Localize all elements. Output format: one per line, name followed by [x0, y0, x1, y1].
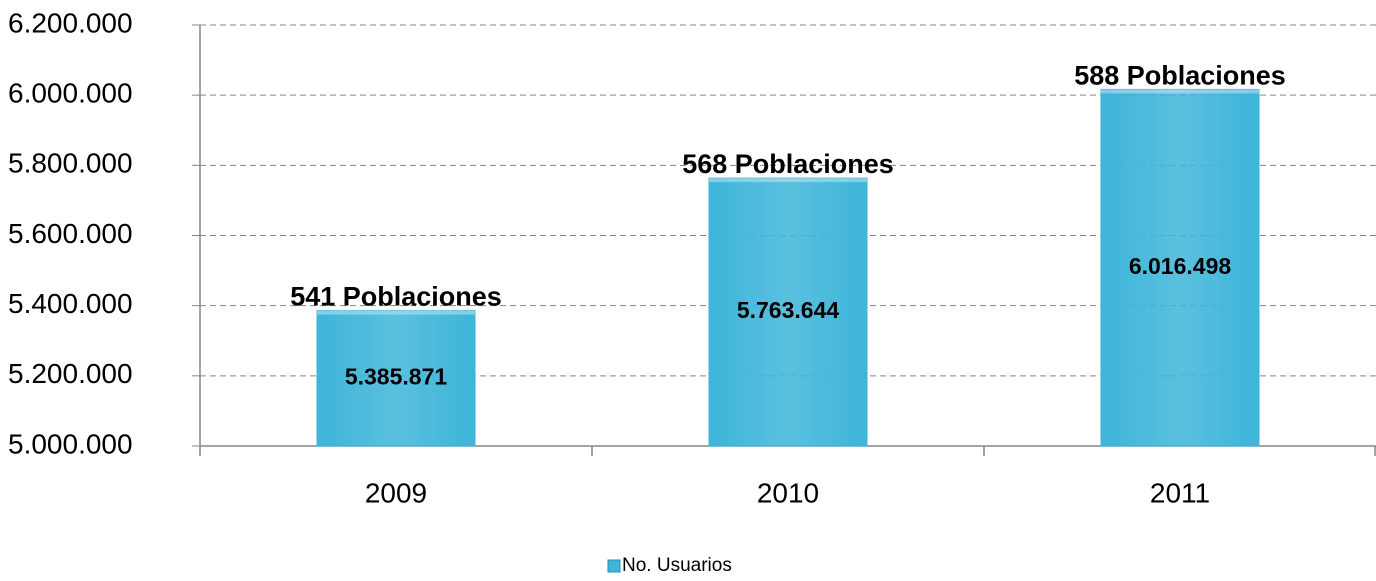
- x-tick-label: 2011: [1150, 477, 1210, 508]
- bar: [708, 177, 868, 447]
- annotation: 568 Poblaciones: [682, 149, 894, 179]
- value-label: 5.763.644: [737, 297, 840, 323]
- bar: [316, 310, 476, 447]
- y-tick-label: 5.800.000: [8, 148, 133, 179]
- annotation: 541 Poblaciones: [290, 282, 502, 312]
- legend-swatch: [607, 559, 621, 573]
- x-tick-label: 2010: [757, 477, 819, 508]
- bar: [1100, 88, 1260, 447]
- y-tick-label: 5.400.000: [8, 288, 133, 319]
- bar-top-highlight: [1101, 89, 1259, 94]
- bar-top-highlight: [709, 178, 867, 183]
- y-tick-label: 5.200.000: [8, 358, 133, 389]
- value-label: 6.016.498: [1129, 253, 1232, 279]
- y-tick-label: 5.600.000: [8, 218, 133, 249]
- y-tick-label: 5.000.000: [8, 428, 133, 459]
- y-tick-label: 6.200.000: [8, 7, 133, 38]
- annotation: 588 Poblaciones: [1074, 61, 1286, 91]
- legend-label: No. Usuarios: [622, 555, 732, 576]
- value-label: 5.385.871: [345, 363, 448, 389]
- x-tick-label: 2009: [365, 477, 427, 508]
- y-tick-label: 6.000.000: [8, 78, 133, 109]
- bar-top-highlight: [317, 310, 475, 315]
